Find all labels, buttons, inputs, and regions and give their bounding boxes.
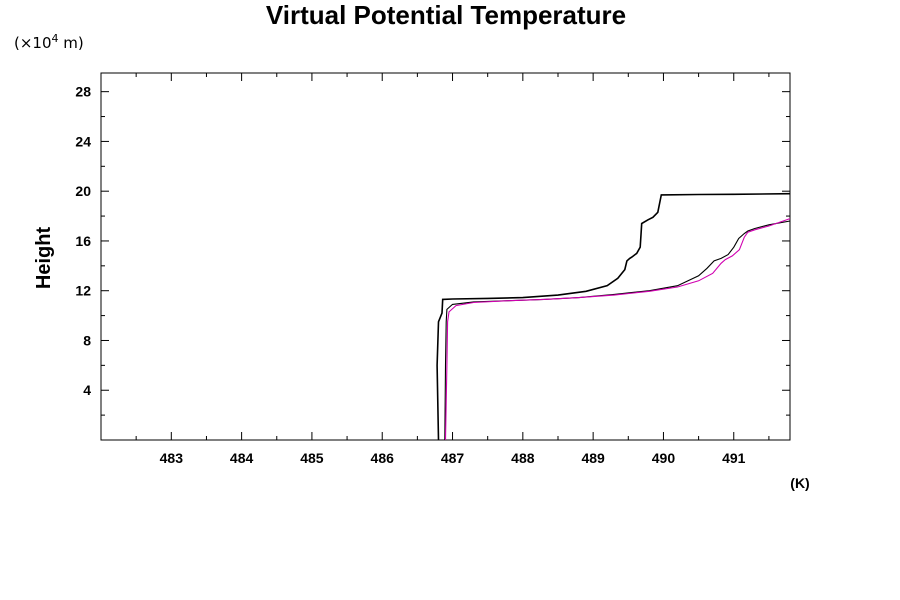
x-axis-unit: (K) [790,475,809,491]
chart-title: Virtual Potential Temperature [266,0,626,30]
series-group [436,192,791,441]
x-tick-label: 490 [652,450,676,466]
y-axis-label: Height [33,227,55,290]
y-axis-unit-prefix: (×10 [14,34,52,52]
series-line-1 [436,192,791,441]
y-tick-label: 24 [75,133,91,149]
x-tick-label: 488 [511,450,535,466]
x-tick-label: 485 [300,450,324,466]
x-tick-label: 487 [441,450,465,466]
y-axis-unit: (×104 m) [14,32,84,52]
y-axis-unit-suffix: m) [59,34,84,52]
x-tick-label: 489 [581,450,605,466]
series-line-3 [444,218,791,441]
tick-labels: 483 484 485 486 487 488 489 490 491 4 8 12 16 20 24 28 [75,84,745,466]
axis-ticks [101,73,790,440]
y-axis-unit-exponent: 4 [52,32,59,45]
x-tick-label: 483 [160,450,184,466]
x-tick-label: 484 [230,450,254,466]
y-tick-label: 12 [75,283,91,299]
y-tick-label: 8 [83,332,91,348]
y-tick-label: 16 [75,233,91,249]
x-tick-label: 491 [722,450,746,466]
y-tick-label: 20 [75,183,91,199]
y-tick-label: 28 [75,84,91,100]
series-line-2 [444,220,791,441]
x-tick-label: 486 [371,450,395,466]
y-tick-label: 4 [83,382,91,398]
